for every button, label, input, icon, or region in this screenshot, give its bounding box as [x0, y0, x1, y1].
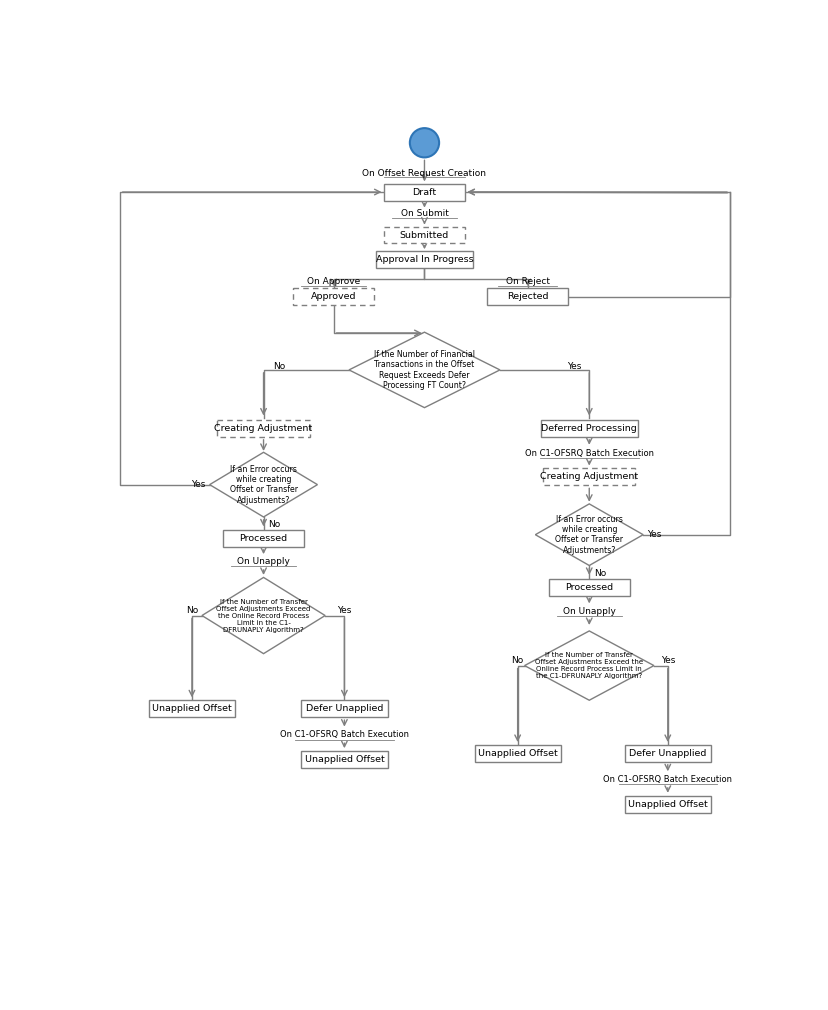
Text: Yes: Yes — [191, 480, 205, 489]
Text: Approval In Progress: Approval In Progress — [375, 256, 473, 265]
Bar — [383, 184, 465, 201]
Ellipse shape — [409, 128, 439, 158]
Text: On Submit: On Submit — [400, 209, 448, 218]
Text: On Approve: On Approve — [306, 277, 360, 286]
Text: On C1-OFSRQ Batch Execution: On C1-OFSRQ Batch Execution — [280, 730, 408, 739]
Text: Defer Unapplied: Defer Unapplied — [306, 704, 383, 713]
Bar — [624, 796, 710, 813]
Text: Yes: Yes — [566, 363, 581, 372]
Text: On Offset Request Creation: On Offset Request Creation — [362, 169, 486, 178]
Text: Draft: Draft — [412, 188, 436, 197]
Bar — [223, 530, 304, 547]
Text: Unapplied Offset: Unapplied Offset — [477, 748, 557, 758]
Bar — [301, 700, 387, 717]
Text: Submitted: Submitted — [399, 230, 449, 239]
Text: Processed: Processed — [565, 583, 613, 592]
Text: Creating Adjustment: Creating Adjustment — [540, 473, 638, 482]
Bar — [376, 251, 472, 269]
Text: If the Number of Transfer
Offset Adjustments Exceed
the Online Record Process
Li: If the Number of Transfer Offset Adjustm… — [216, 599, 310, 632]
Polygon shape — [202, 578, 325, 653]
Text: No: No — [185, 606, 198, 615]
Text: Rejected: Rejected — [506, 292, 548, 301]
Text: Deferred Processing: Deferred Processing — [541, 424, 637, 433]
Text: On Reject: On Reject — [505, 277, 549, 286]
Text: Unapplied Offset: Unapplied Offset — [304, 755, 384, 764]
Text: If the Number of Transfer
Offset Adjustments Exceed the
Online Record Process Li: If the Number of Transfer Offset Adjustm… — [535, 652, 643, 679]
Bar — [624, 745, 710, 762]
Text: No: No — [272, 363, 285, 372]
Text: No: No — [593, 569, 605, 578]
Text: Defer Unapplied: Defer Unapplied — [628, 748, 705, 758]
Bar — [540, 420, 637, 437]
Bar — [293, 288, 373, 305]
Text: Processed: Processed — [239, 534, 287, 543]
Text: Yes: Yes — [660, 656, 674, 666]
Bar — [487, 288, 567, 305]
Polygon shape — [524, 631, 653, 700]
Bar — [383, 227, 465, 242]
Polygon shape — [535, 504, 643, 566]
Bar — [542, 469, 635, 486]
Text: No: No — [511, 656, 523, 666]
Text: No: No — [267, 520, 280, 529]
Text: If an Error occurs
while creating
Offset or Transfer
Adjustments?: If an Error occurs while creating Offset… — [555, 514, 623, 554]
Polygon shape — [349, 332, 499, 408]
Text: Creating Adjustment: Creating Adjustment — [214, 424, 312, 433]
Text: Approved: Approved — [310, 292, 356, 301]
Bar — [474, 745, 560, 762]
Polygon shape — [209, 452, 317, 517]
Text: Yes: Yes — [337, 606, 351, 615]
Text: Yes: Yes — [646, 530, 661, 539]
Text: If an Error occurs
while creating
Offset or Transfer
Adjustments?: If an Error occurs while creating Offset… — [229, 465, 297, 505]
Text: Unapplied Offset: Unapplied Offset — [152, 704, 232, 713]
Text: On Unapply: On Unapply — [562, 607, 615, 616]
Bar — [301, 751, 387, 768]
Text: On C1-OFSRQ Batch Execution: On C1-OFSRQ Batch Execution — [603, 775, 731, 784]
Text: On C1-OFSRQ Batch Execution: On C1-OFSRQ Batch Execution — [524, 448, 653, 458]
Text: Unapplied Offset: Unapplied Offset — [627, 800, 707, 809]
Bar — [217, 420, 310, 437]
Text: If the Number of Financial
Transactions in the Offset
Request Exceeds Defer
Proc: If the Number of Financial Transactions … — [373, 349, 474, 390]
Bar — [149, 700, 235, 717]
Bar — [548, 579, 629, 596]
Text: On Unapply: On Unapply — [237, 558, 290, 567]
